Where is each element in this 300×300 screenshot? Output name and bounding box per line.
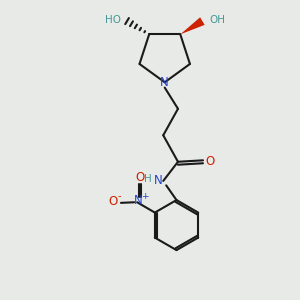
Text: N: N bbox=[134, 194, 143, 207]
Text: O: O bbox=[135, 171, 144, 184]
Text: H: H bbox=[144, 174, 152, 184]
Text: +: + bbox=[141, 193, 148, 202]
Text: N: N bbox=[154, 174, 162, 188]
Text: O: O bbox=[206, 155, 215, 168]
Text: N: N bbox=[160, 76, 169, 89]
Text: -: - bbox=[118, 191, 121, 201]
Text: O: O bbox=[108, 195, 117, 208]
Text: HO: HO bbox=[105, 15, 121, 25]
Text: OH: OH bbox=[209, 15, 225, 25]
Polygon shape bbox=[180, 17, 205, 34]
